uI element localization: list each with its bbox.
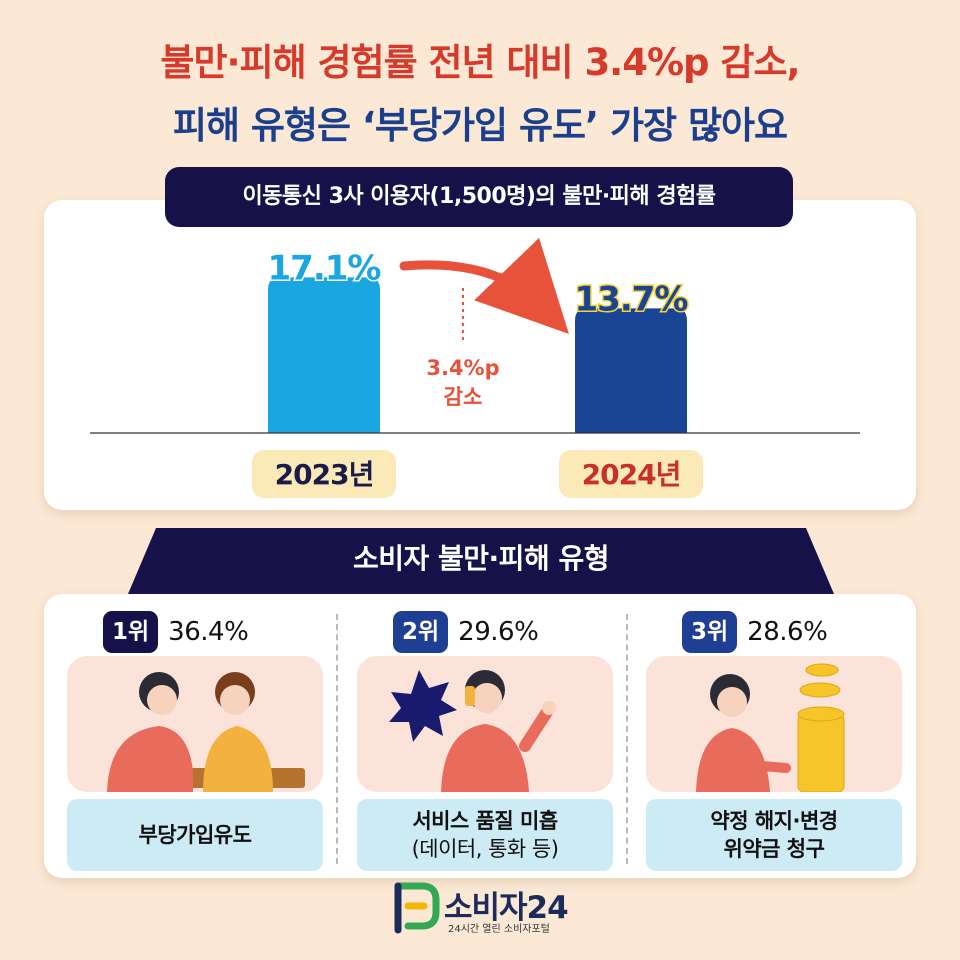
bar-2: [575, 308, 687, 433]
logo-mark-icon: [394, 882, 440, 934]
rank-badge: 1위: [103, 611, 159, 653]
type-item-3: 3위 28.6% 약정 해지·변경 위약금 청구: [636, 594, 912, 878]
rank-badge: 2위: [393, 611, 449, 653]
type-label-box: 서비스 품질 미흡 (데이터, 통화 등): [357, 799, 613, 871]
bar-value-label: 13.7%: [575, 279, 688, 319]
burst-icon: [389, 670, 457, 742]
illustration-person-on-phone: [357, 656, 613, 792]
category-label: 2024년: [582, 458, 681, 491]
chart-title: 이동통신 3사 이용자(1,500명)의 불만·피해 경험률: [165, 167, 793, 227]
type-label-box: 부당가입유도: [67, 799, 323, 871]
type-percent: 29.6%: [458, 617, 539, 647]
headline-line-2: 피해 유형은 ‘부당가입 유도’ 가장 많아요: [172, 104, 788, 147]
type-sublabel: (데이터, 통화 등): [411, 837, 559, 861]
bar-chart: 3.4%p 감소 17.1% 2023년 13.7% 2024년: [90, 237, 860, 498]
type-sublabel: 위약금 청구: [723, 837, 825, 861]
type-item-2: 2위 29.6% 서비스 품질 미흡 (데이터, 통화 등): [347, 594, 623, 878]
type-label: 서비스 품질 미흡: [412, 809, 558, 833]
type-percent: 36.4%: [168, 617, 249, 647]
logo: 소비자24 24시간 열린 소비자포털: [392, 880, 592, 940]
decrease-arrow: [399, 237, 569, 334]
category-pill: [559, 450, 703, 498]
type-label-box: 약정 해지·변경 위약금 청구: [646, 799, 902, 871]
column-divider: [626, 614, 628, 864]
type-label: 약정 해지·변경: [710, 809, 838, 833]
illustration-two-people-signing: [67, 656, 323, 792]
bar-value-label: 17.1%: [268, 248, 381, 288]
types-title: 소비자 불만·피해 유형: [128, 528, 834, 594]
headline-line-1: 불만·피해 경험률 전년 대비 3.4%p 감소,: [160, 41, 800, 84]
annotation-line-1: 3.4%p: [426, 356, 499, 380]
column-divider: [336, 614, 338, 864]
type-label: 부당가입유도: [138, 823, 252, 847]
coin-stack-icon: [797, 663, 845, 792]
type-percent: 28.6%: [747, 617, 828, 647]
illustration-person-with-coins: [646, 656, 902, 792]
category-pill: [252, 450, 396, 498]
bar-1: [268, 277, 380, 433]
type-item-1: 1위 36.4% 부당가입유도: [57, 594, 333, 878]
category-label: 2023년: [275, 458, 374, 491]
types-card: 1위 36.4% 부당가입유도 2위 29.6%: [44, 594, 916, 878]
rank-badge: 3위: [682, 611, 738, 653]
logo-name: 소비자24: [444, 890, 569, 926]
annotation-line-2: 감소: [444, 385, 483, 409]
logo-tagline: 24시간 열린 소비자포털: [448, 924, 550, 935]
